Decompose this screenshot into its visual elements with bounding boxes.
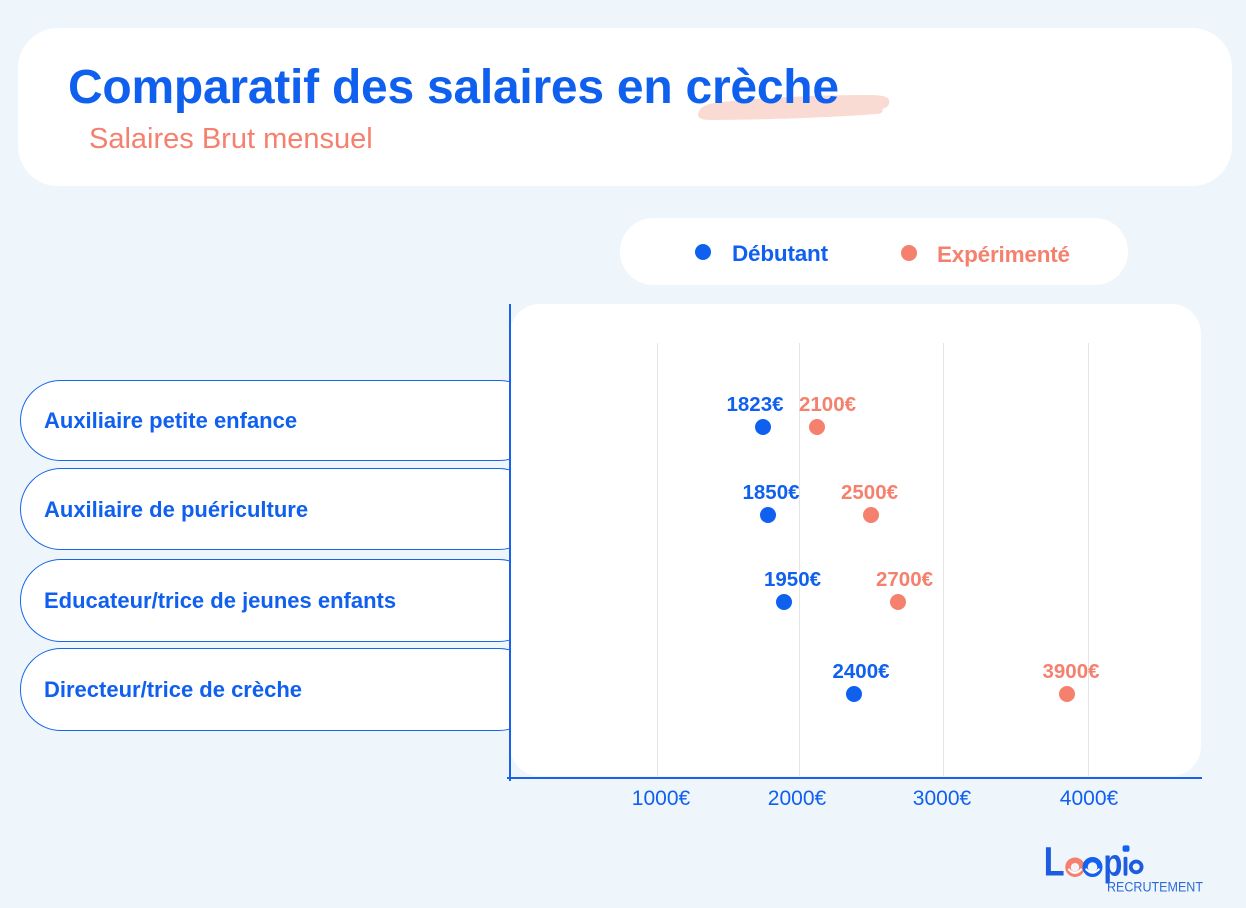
svg-text:L: L bbox=[1044, 840, 1065, 884]
svg-text:p: p bbox=[1103, 842, 1122, 884]
svg-text:RECRUTEMENT: RECRUTEMENT bbox=[1107, 880, 1203, 895]
